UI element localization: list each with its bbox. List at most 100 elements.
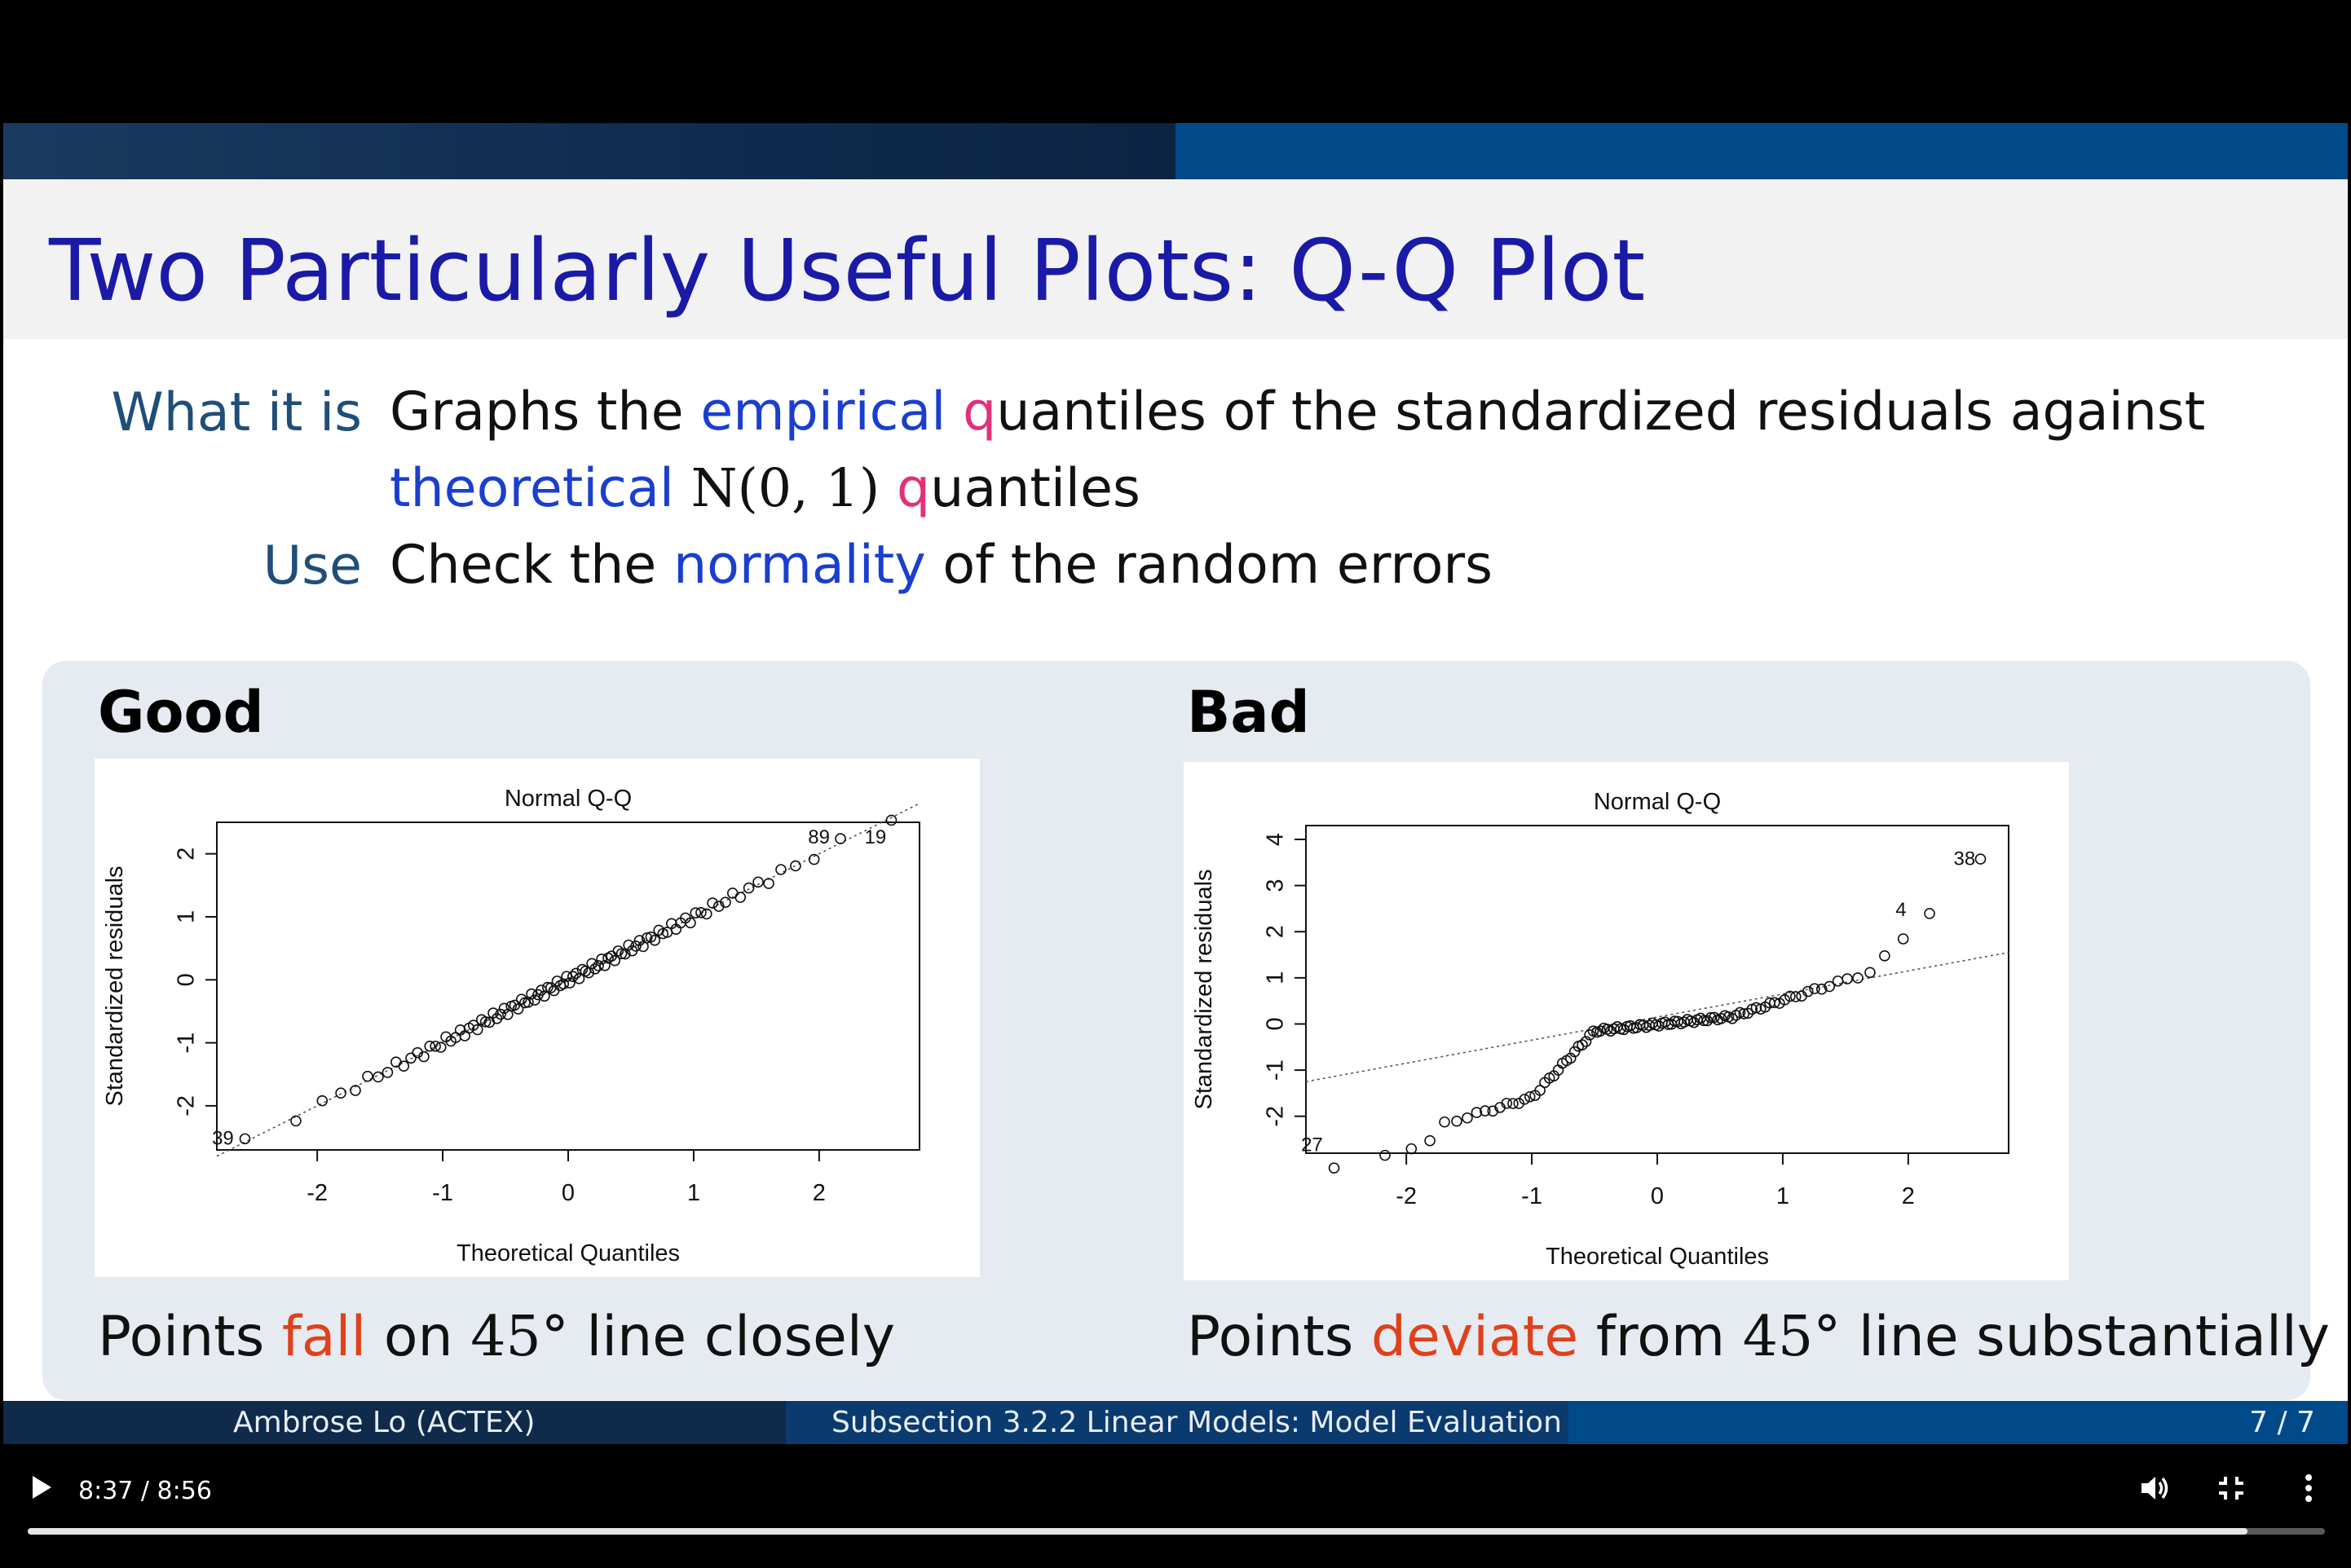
use-text-2: of the random errors [925, 535, 1493, 596]
x-tick-label: 1 [1776, 1183, 1789, 1209]
data-point [362, 1070, 373, 1082]
y-tick-label: 4 [1263, 833, 1289, 846]
data-point [382, 1067, 394, 1078]
data-point [1897, 933, 1909, 945]
bad-qq-plot: Normal Q-Q -2 -1 0 1 2 -2 -1 0 1 2 3 4 Theoretical Qu… [1184, 762, 2069, 1280]
x-tick-label: -1 [1521, 1183, 1542, 1209]
use-text-1: Check the [390, 535, 673, 596]
good-heading: Good [98, 679, 264, 746]
header-bar-left [3, 123, 1176, 179]
data-point [412, 1046, 424, 1059]
normality-highlight: normality [673, 535, 926, 596]
data-point [487, 1007, 499, 1019]
volume-icon[interactable] [2139, 1473, 2172, 1506]
data-point [835, 833, 846, 844]
data-point [564, 977, 576, 989]
point-label: 27 [1301, 1134, 1323, 1156]
chart-title: Normal Q-Q [1594, 789, 1721, 815]
data-point [1824, 980, 1836, 993]
data-point [1815, 983, 1828, 995]
data-point [1715, 1012, 1727, 1024]
chart-title: Normal Q-Q [505, 786, 632, 812]
data-point [1802, 985, 1814, 998]
data-point [1580, 1036, 1592, 1047]
data-point [752, 876, 764, 888]
data-point [430, 1040, 441, 1052]
what-text-1: Graphs the [390, 381, 701, 443]
data-point [1809, 983, 1820, 994]
slide-title: Two Particularly Useful Plots: Q-Q Plot [49, 221, 1646, 320]
data-point [734, 892, 747, 903]
data-point [479, 1015, 492, 1028]
more-options-icon[interactable] [2304, 1473, 2314, 1506]
slide-footer: Ambrose Lo (ACTEX) Subsection 3.2.2 Line… [3, 1401, 2348, 1444]
x-tick-label: 2 [1902, 1183, 1915, 1209]
data-point [707, 897, 718, 909]
x-axis-label: Theoretical Quantiles [457, 1240, 680, 1266]
q-highlight-1: q [962, 381, 997, 443]
bad-caption: Points deviate from 45° line substantial… [1187, 1305, 2330, 1369]
data-point [1864, 967, 1876, 979]
y-tick-label: 0 [1263, 1017, 1289, 1030]
data-point [685, 917, 696, 929]
data-point [350, 1085, 361, 1096]
data-point [885, 814, 898, 826]
data-point [649, 934, 661, 946]
fall-highlight: fall [281, 1305, 367, 1369]
data-point [1727, 1013, 1738, 1024]
progress-played [28, 1528, 2248, 1535]
exit-fullscreen-icon[interactable] [2217, 1475, 2245, 1504]
data-point [1379, 1149, 1391, 1161]
data-point [1328, 1162, 1340, 1174]
bad-caption-2: from [1578, 1305, 1743, 1369]
q-highlight-2: q [896, 458, 931, 519]
what-text-2: uantiles of the standardized residuals a… [996, 381, 2206, 443]
data-point [418, 1050, 430, 1063]
play-icon[interactable] [29, 1473, 54, 1504]
data-point [1513, 1098, 1525, 1109]
data-point [599, 959, 611, 971]
data-point [424, 1040, 436, 1052]
data-point [720, 896, 731, 908]
good-caption-3: line closely [568, 1305, 895, 1369]
good-caption: Points fall on 45° line closely [98, 1305, 895, 1369]
data-point [630, 940, 642, 952]
deviate-highlight: deviate [1370, 1305, 1579, 1369]
data-point [1501, 1098, 1513, 1109]
bad-caption-1: Points [1187, 1305, 1371, 1369]
data-point [398, 1060, 410, 1072]
data-point [1584, 1029, 1595, 1041]
plot-frame [1305, 825, 2009, 1154]
footer-section: Subsection 3.2.2 Linear Models: Model Ev… [831, 1406, 1562, 1439]
data-point [1789, 991, 1802, 1002]
term-use: Use [262, 535, 362, 597]
data-point [1479, 1105, 1491, 1117]
data-point [1769, 997, 1780, 1009]
data-point [1534, 1085, 1546, 1096]
good-qq-plot: Normal Q-Q -2 -1 0 1 2 -2 -1 0 1 2 Theoretical Quan… [95, 759, 980, 1277]
definition-what-line-1: Graphs the empirical quantiles of the st… [390, 381, 2206, 443]
definition-what-line-2: theoretical N(0, 1) quantiles [390, 458, 1140, 520]
theoretical-highlight: theoretical [390, 458, 674, 519]
data-point [763, 878, 774, 889]
data-point [1974, 853, 1987, 865]
data-point [1439, 1116, 1450, 1128]
video-controls: 8:37 / 8:56 [0, 1444, 2351, 1568]
y-tick-label: 3 [1263, 879, 1289, 892]
x-tick-label: -1 [432, 1180, 453, 1206]
data-point [515, 993, 527, 1005]
data-point [316, 1095, 329, 1107]
data-point [498, 1002, 510, 1015]
x-axis-label: Theoretical Quantiles [1546, 1244, 1769, 1270]
header-bar-right [1176, 123, 2348, 179]
data-point [512, 1003, 524, 1015]
point-label: 19 [865, 826, 887, 848]
data-point [1507, 1098, 1519, 1109]
data-point [690, 907, 702, 919]
what-text-3: uantiles [930, 458, 1140, 519]
point-label: 4 [1895, 899, 1906, 921]
data-point [586, 958, 598, 970]
y-tick-label: -1 [174, 1033, 200, 1054]
good-caption-1: Points [98, 1305, 282, 1369]
progress-bar[interactable] [28, 1528, 2325, 1535]
